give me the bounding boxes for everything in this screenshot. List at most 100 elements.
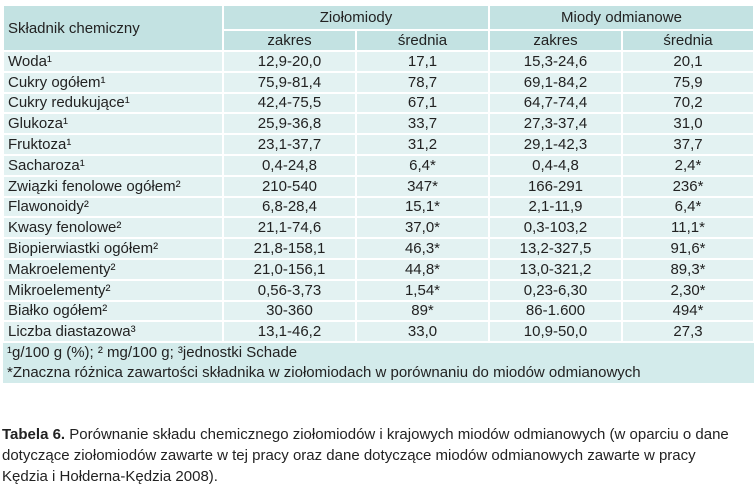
value-cell: 27,3: [621, 320, 755, 344]
data-row: Sacharoza¹ 0,4-24,8 6,4* 0,4-4,8 2,4*: [2, 153, 755, 177]
data-row: Biopierwiastki ogółem² 21,8-158,1 46,3* 13,…: [2, 237, 755, 260]
value-cell: 2,4*: [621, 153, 755, 177]
value-cell: 46,3*: [355, 237, 490, 260]
composition-table: Składnik chemiczny Ziołomiody Miody odmi…: [2, 4, 755, 384]
value-cell: 33,7: [355, 112, 490, 136]
value-cell: 25,9-36,8: [222, 112, 357, 136]
value-cell: 13,1-46,2: [222, 320, 357, 344]
value-cell: 0,4-4,8: [488, 153, 623, 177]
value-cell: 0,4-24,8: [222, 153, 357, 177]
group-header: Miody odmianowe: [488, 4, 755, 31]
value-cell: 347*: [355, 174, 490, 198]
data-row: Kwasy fenolowe² 21,1-74,6 37,0* 0,3-103,2 11…: [2, 216, 755, 240]
row-label: Flawonoidy²: [2, 195, 224, 219]
caption-text: Porównanie składu chemicznego ziołomiodó…: [2, 426, 729, 485]
value-cell: 27,3-37,4: [488, 112, 623, 136]
data-row: Białko ogółem² 30-360 89* 86-1.600 494*: [2, 299, 755, 323]
value-cell: 236*: [621, 174, 755, 198]
row-label: Białko ogółem²: [2, 299, 224, 323]
value-cell: 75,9-81,4: [222, 70, 357, 94]
value-cell: 21,0-156,1: [222, 257, 357, 281]
data-row: Mikroelementy² 0,56-3,73 1,54* 0,23-6,30 2,3…: [2, 278, 755, 302]
value-cell: 21,8-158,1: [222, 237, 357, 260]
value-cell: 10,9-50,0: [488, 320, 623, 344]
header-cell: Składnik chemiczny: [2, 4, 224, 52]
row-label: Biopierwiastki ogółem²: [2, 237, 224, 260]
subheader: średnia: [355, 29, 490, 52]
value-cell: 6,4*: [621, 195, 755, 219]
data-row: Fruktoza¹ 23,1-37,7 31,2 29,1-42,3 37,7: [2, 133, 755, 156]
value-cell: 44,8*: [355, 257, 490, 281]
data-row: Glukoza¹ 25,9-36,8 33,7 27,3-37,4 31,0: [2, 112, 755, 136]
row-label: Mikroelementy²: [2, 278, 224, 302]
value-cell: 6,4*: [355, 153, 490, 177]
value-cell: 31,2: [355, 133, 490, 156]
data-row: Flawonoidy² 6,8-28,4 15,1* 2,1-11,9 6,4*: [2, 195, 755, 219]
row-label: Glukoza¹: [2, 112, 224, 136]
group-header: Ziołomiody: [222, 4, 490, 31]
value-cell: 210-540: [222, 174, 357, 198]
value-cell: 89,3*: [621, 257, 755, 281]
row-label: Woda¹: [2, 50, 224, 73]
data-row: Związki fenolowe ogółem² 210-540 347* 166-2…: [2, 174, 755, 198]
footnote-row: *Znaczna różnica zawartości składnika w …: [3, 363, 754, 384]
row-label: Związki fenolowe ogółem²: [2, 174, 224, 198]
value-cell: 0,56-3,73: [222, 278, 357, 302]
value-cell: 0,3-103,2: [488, 216, 623, 240]
data-row: Woda¹ 12,9-20,0 17,1 15,3-24,6 20,1: [2, 50, 755, 73]
row-label: Cukry ogółem¹: [2, 70, 224, 94]
value-cell: 37,7: [621, 133, 755, 156]
value-cell: 15,3-24,6: [488, 50, 623, 73]
value-cell: 13,0-321,2: [488, 257, 623, 281]
footnote-row: ¹g/100 g (%); ² mg/100 g; ³jednostki Sch…: [3, 342, 754, 364]
value-cell: 11,1*: [621, 216, 755, 240]
value-cell: 64,7-74,4: [488, 91, 623, 115]
value-cell: 0,23-6,30: [488, 278, 623, 302]
caption: Tabela 6. Porównanie składu chemicznego …: [2, 424, 742, 487]
value-cell: 23,1-37,7: [222, 133, 357, 156]
row-label: Liczba diastazowa³: [2, 320, 224, 344]
subheader: zakres: [488, 29, 623, 52]
value-cell: 1,54*: [355, 278, 490, 302]
caption-label: Tabela 6.: [2, 426, 66, 443]
value-cell: 69,1-84,2: [488, 70, 623, 94]
subheader: zakres: [222, 29, 357, 52]
value-cell: 30-360: [222, 299, 357, 323]
row-label: Fruktoza¹: [2, 133, 224, 156]
value-cell: 2,30*: [621, 278, 755, 302]
value-cell: 29,1-42,3: [488, 133, 623, 156]
value-cell: 166-291: [488, 174, 623, 198]
value-cell: 6,8-28,4: [222, 195, 357, 219]
value-cell: 37,0*: [355, 216, 490, 240]
footnote: ¹g/100 g (%); ² mg/100 g; ³jednostki Sch…: [3, 342, 754, 364]
value-cell: 70,2: [621, 91, 755, 115]
value-cell: 17,1: [355, 50, 490, 73]
data-row: Liczba diastazowa³ 13,1-46,2 33,0 10,9-50,0…: [2, 320, 755, 344]
data-row: Makroelementy² 21,0-156,1 44,8* 13,0-321,2 8…: [2, 257, 755, 281]
subheader: średnia: [621, 29, 755, 52]
value-cell: 91,6*: [621, 237, 755, 260]
data-row: Cukry redukujące¹ 42,4-75,5 67,1 64,7-74,4 7…: [2, 91, 755, 115]
value-cell: 494*: [621, 299, 755, 323]
header-row: Składnik chemiczny Ziołomiody Miody odmi…: [2, 4, 755, 52]
value-cell: 89*: [355, 299, 490, 323]
value-cell: 33,0: [355, 320, 490, 344]
value-cell: 21,1-74,6: [222, 216, 357, 240]
value-cell: 31,0: [621, 112, 755, 136]
table-body: Składnik chemiczny Ziołomiody Miody odmi…: [2, 4, 755, 384]
value-cell: 15,1*: [355, 195, 490, 219]
value-cell: 78,7: [355, 70, 490, 94]
value-cell: 67,1: [355, 91, 490, 115]
row-label: Cukry redukujące¹: [2, 91, 224, 115]
value-cell: 86-1.600: [488, 299, 623, 323]
value-cell: 13,2-327,5: [488, 237, 623, 260]
subheader-row: zakres średnia zakres średnia: [3, 29, 755, 52]
row-label: Makroelementy²: [2, 257, 224, 281]
value-cell: 75,9: [621, 70, 755, 94]
value-cell: 12,9-20,0: [222, 50, 357, 73]
footnote: *Znaczna różnica zawartości składnika w …: [3, 363, 754, 384]
row-label: Kwasy fenolowe²: [2, 216, 224, 240]
value-cell: 2,1-11,9: [488, 195, 623, 219]
row-label: Sacharoza¹: [2, 153, 224, 177]
